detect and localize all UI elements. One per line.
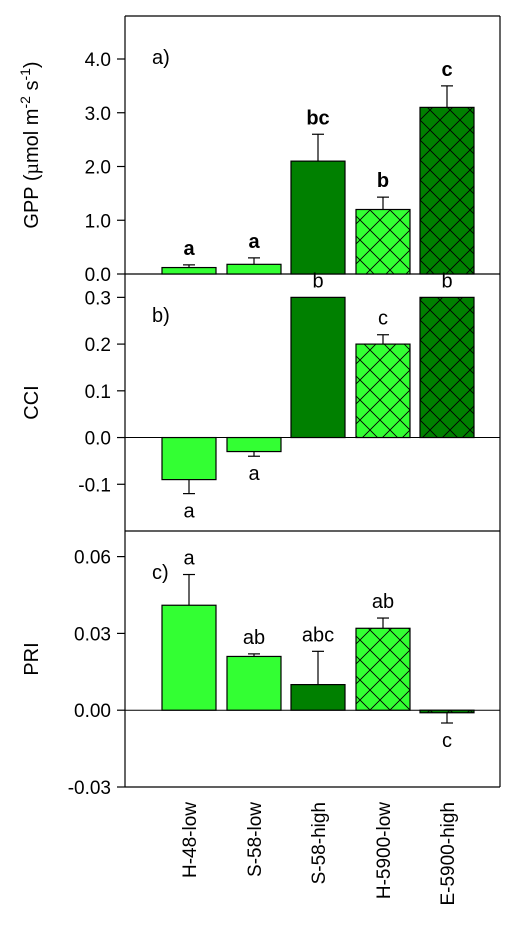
bar-S-58-high (290, 160, 346, 275)
significance-letter: c (442, 730, 452, 752)
y-axis-title-part: mol m (21, 109, 43, 163)
panel-2: -0.1 0.0 0.1 0.2 0.3 b) CCI a a b c b (21, 270, 500, 523)
y-axis-title-part: µ (21, 163, 43, 175)
bar-E-5900-high (419, 296, 475, 439)
x-tick-label: H-5900-low (374, 802, 395, 899)
significance-letter: a (183, 548, 195, 570)
y-tick-label: 2.0 (85, 158, 111, 179)
y-tick-label: -0.03 (68, 778, 111, 799)
bar-S-58-low (226, 436, 282, 453)
bar-H-5900-low (355, 208, 411, 275)
y-axis-title-part: -2 (17, 96, 33, 109)
y-axis-title-part: GPP ( (21, 174, 43, 228)
y-tick-label: 3.0 (85, 104, 111, 125)
significance-letter: c (441, 59, 452, 81)
bar-H-5900-low (355, 627, 411, 711)
bar-H-5900-low (355, 343, 411, 439)
panel-label: a) (152, 47, 170, 69)
y-axis-title: PRI (21, 642, 43, 675)
x-tick-label: E-5900-high (438, 802, 459, 906)
significance-letter: a (248, 231, 260, 253)
significance-letter: b (312, 270, 323, 292)
y-axis-title-part: ) (21, 61, 43, 68)
y-axis-title-part: -1 (17, 68, 33, 81)
bar-E-5900-high (419, 106, 475, 275)
panel-label: b) (152, 305, 170, 327)
bar-H-48-low (161, 436, 217, 481)
bar-S-58-low (226, 655, 282, 711)
significance-letter: abc (302, 624, 334, 646)
bar-E-5900-high (419, 709, 475, 714)
panel-label: c) (152, 562, 169, 584)
y-tick-label: 0.06 (74, 548, 111, 569)
panel-1: 0.01.02.03.04.0 a)GPP (µmol m-2 s-1)a abcb… (17, 47, 475, 286)
significance-letter: b (441, 270, 452, 292)
significance-letter: b (377, 170, 389, 192)
y-tick-label: 4.0 (85, 50, 111, 71)
y-axis-title: CCI (21, 385, 43, 419)
significance-letter: a (248, 463, 260, 485)
significance-letter: c (378, 308, 388, 330)
y-tick-label: 1.0 (85, 211, 111, 232)
y-tick-label: 0.2 (85, 335, 111, 356)
significance-letter: a (183, 501, 195, 523)
x-tick-label: S-58-high (309, 802, 330, 884)
y-tick-label: 0.00 (74, 701, 111, 722)
x-tick-label: S-58-low (245, 802, 266, 877)
y-axis-title: GPP (µmol m-2 s-1) (17, 61, 43, 228)
x-tick-label: H-48-low (180, 802, 201, 878)
y-tick-label: 0.0 (85, 429, 111, 450)
y-tick-label: 0.03 (74, 624, 111, 645)
bar-H-48-low (161, 604, 217, 711)
y-tick-label: 0.0 (85, 265, 111, 286)
bar-S-58-high (290, 296, 346, 439)
y-tick-label: 0.1 (85, 382, 111, 403)
bar-S-58-low (226, 263, 282, 275)
bar-S-58-high (290, 683, 346, 711)
y-axis-title-part: s (21, 81, 43, 97)
significance-letter: ab (243, 627, 265, 649)
significance-letter: bc (306, 107, 329, 129)
significance-letter: a (183, 238, 195, 260)
significance-letter: ab (372, 591, 394, 613)
y-tick-label: 0.3 (85, 288, 111, 309)
bar-H-48-low (161, 266, 217, 275)
y-tick-label: -0.1 (78, 475, 111, 496)
